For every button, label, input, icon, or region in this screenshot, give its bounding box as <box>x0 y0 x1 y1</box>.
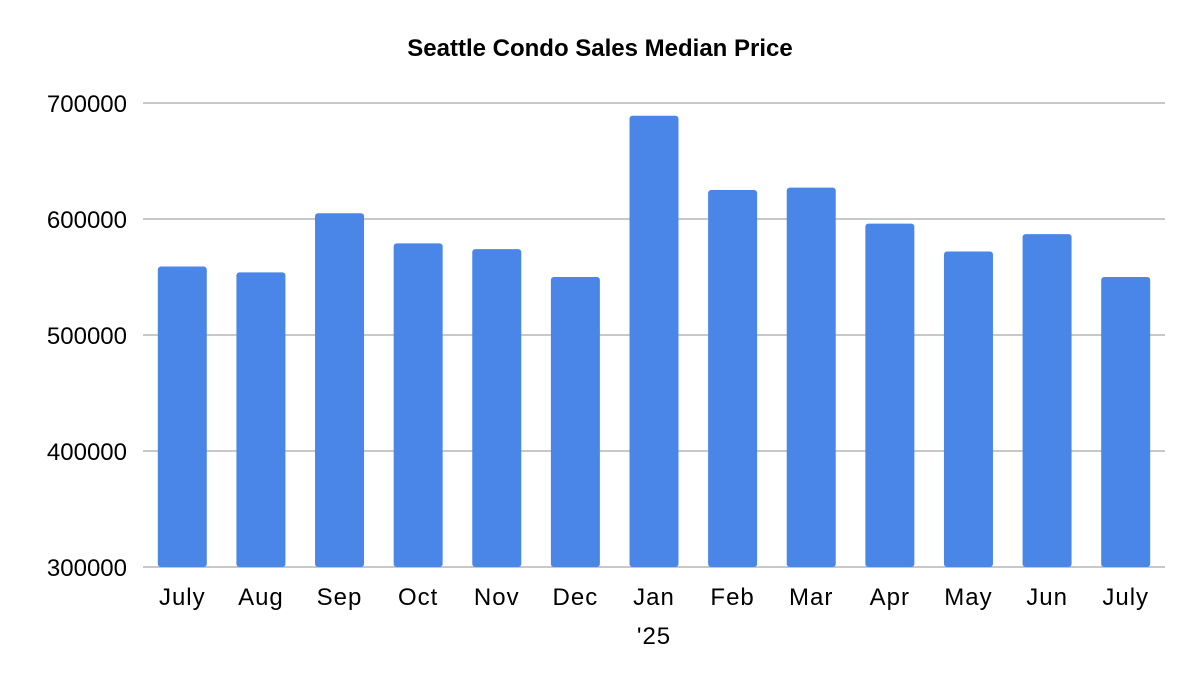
x-tick-label-10: May <box>944 584 992 611</box>
bar-3-oct <box>393 243 443 568</box>
bar-10-may <box>943 251 993 568</box>
x-tick-label-4: Nov <box>474 584 520 611</box>
bar-11-jun <box>1022 234 1072 567</box>
bar-0-july <box>157 266 207 567</box>
bar-1-aug <box>236 272 286 567</box>
x-tick-sublabel-6: '25 <box>637 623 671 650</box>
x-tick-label-6: Jan <box>633 584 675 611</box>
x-tick-label-5: Dec <box>553 584 599 611</box>
y-axis-ticks: 300000 400000 500000 600000 700000 <box>47 91 127 582</box>
y-tick-label-700000: 700000 <box>47 91 127 118</box>
x-tick-label-3: Oct <box>398 584 438 611</box>
x-tick-label-8: Mar <box>789 584 833 611</box>
bar-4-nov <box>472 249 522 567</box>
x-tick-label-1: Aug <box>238 584 284 611</box>
x-tick-label-7: Feb <box>710 584 754 611</box>
bar-12-july <box>1101 277 1151 567</box>
y-tick-label-500000: 500000 <box>47 323 127 350</box>
x-tick-label-12: July <box>1102 584 1149 611</box>
y-tick-label-300000: 300000 <box>47 555 127 582</box>
bar-8-mar <box>786 187 836 567</box>
y-tick-label-600000: 600000 <box>47 207 127 234</box>
y-tick-label-400000: 400000 <box>47 439 127 466</box>
bar-2-sep <box>315 213 365 567</box>
x-tick-label-9: Apr <box>870 584 910 611</box>
chart-title: Seattle Condo Sales Median Price <box>407 35 792 62</box>
x-tick-label-11: Jun <box>1026 584 1068 611</box>
bar-9-apr <box>865 223 915 567</box>
bar-5-dec <box>550 277 600 567</box>
bar-6-jan <box>629 115 679 567</box>
x-axis-ticks: July Aug Sep Oct Nov Dec Jan '25 Feb Mar Apr May Jun… <box>159 584 1149 650</box>
bars <box>157 115 1151 568</box>
bar-7-feb <box>708 190 758 567</box>
x-tick-label-0: July <box>159 584 206 611</box>
x-tick-label-2: Sep <box>317 584 363 611</box>
